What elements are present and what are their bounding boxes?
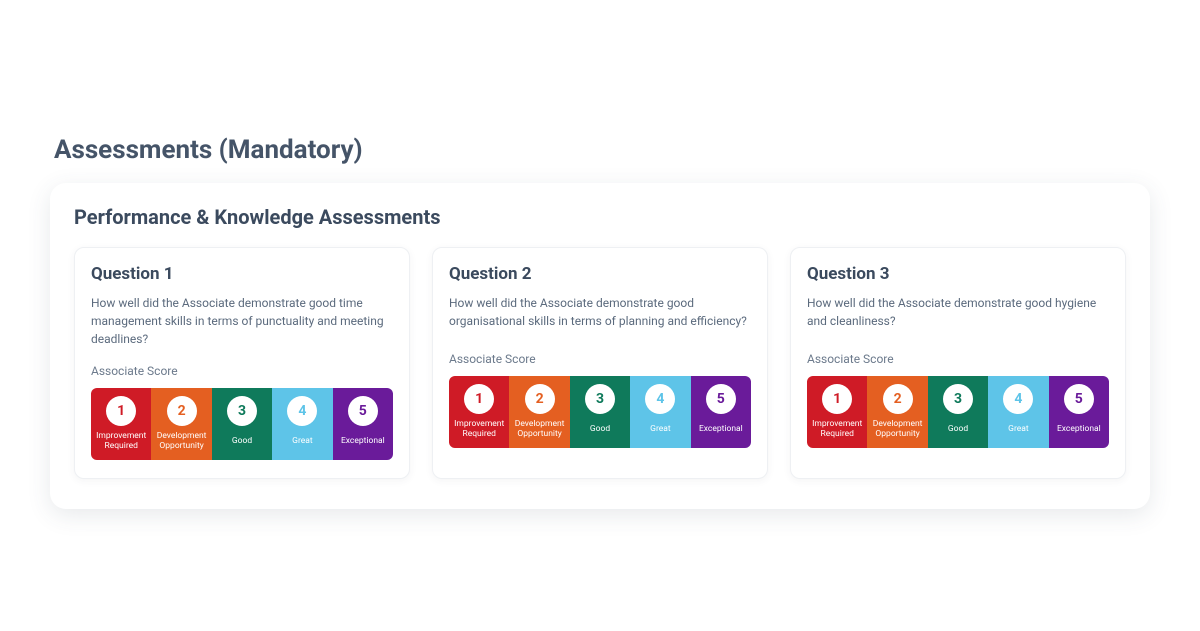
score-option-label: Exceptional xyxy=(1056,420,1102,440)
score-option-label: Improvement Required xyxy=(93,432,149,452)
score-number: 1 xyxy=(822,384,852,414)
score-option-label: Development Opportunity xyxy=(153,432,209,452)
score-number: 3 xyxy=(227,396,257,426)
score-number: 3 xyxy=(943,384,973,414)
page-title: Assessments (Mandatory) xyxy=(54,135,1150,165)
score-number: 5 xyxy=(348,396,378,426)
score-option-label: Improvement Required xyxy=(809,420,865,440)
score-label: Associate Score xyxy=(91,364,393,378)
score-option-label: Exceptional xyxy=(698,420,744,440)
score-option-label: Good xyxy=(589,420,611,440)
score-label: Associate Score xyxy=(807,352,1109,366)
score-option-2[interactable]: 2 Development Opportunity xyxy=(151,388,211,460)
score-number: 4 xyxy=(645,384,675,414)
question-text: How well did the Associate demonstrate g… xyxy=(91,294,393,348)
score-option-3[interactable]: 3 Good xyxy=(570,376,630,448)
question-title: Question 2 xyxy=(449,264,751,284)
score-option-label: Exceptional xyxy=(340,432,386,452)
questions-row: Question 1 How well did the Associate dem… xyxy=(74,247,1126,479)
score-option-4[interactable]: 4 Great xyxy=(630,376,690,448)
score-option-label: Great xyxy=(649,420,672,440)
question-card-3: Question 3 How well did the Associate dem… xyxy=(790,247,1126,479)
score-option-5[interactable]: 5 Exceptional xyxy=(691,376,751,448)
score-number: 2 xyxy=(525,384,555,414)
question-title: Question 1 xyxy=(91,264,393,284)
assessments-panel: Performance & Knowledge Assessments Ques… xyxy=(50,183,1150,509)
score-option-3[interactable]: 3 Good xyxy=(212,388,272,460)
score-number: 2 xyxy=(167,396,197,426)
score-number: 5 xyxy=(1064,384,1094,414)
question-title: Question 3 xyxy=(807,264,1109,284)
score-strip: 1 Improvement Required 2 Development Opport… xyxy=(449,376,751,448)
score-label: Associate Score xyxy=(449,352,751,366)
score-option-1[interactable]: 1 Improvement Required xyxy=(449,376,509,448)
question-text: How well did the Associate demonstrate g… xyxy=(807,294,1109,336)
score-option-1[interactable]: 1 Improvement Required xyxy=(91,388,151,460)
score-option-4[interactable]: 4 Great xyxy=(272,388,332,460)
score-strip: 1 Improvement Required 2 Development Opport… xyxy=(91,388,393,460)
question-card-2: Question 2 How well did the Associate dem… xyxy=(432,247,768,479)
score-option-5[interactable]: 5 Exceptional xyxy=(1049,376,1109,448)
score-number: 5 xyxy=(706,384,736,414)
score-option-label: Good xyxy=(947,420,969,440)
score-option-label: Development Opportunity xyxy=(869,420,925,440)
question-card-1: Question 1 How well did the Associate dem… xyxy=(74,247,410,479)
score-option-5[interactable]: 5 Exceptional xyxy=(333,388,393,460)
score-option-1[interactable]: 1 Improvement Required xyxy=(807,376,867,448)
score-option-2[interactable]: 2 Development Opportunity xyxy=(509,376,569,448)
score-option-label: Development Opportunity xyxy=(511,420,567,440)
score-number: 1 xyxy=(464,384,494,414)
score-option-4[interactable]: 4 Great xyxy=(988,376,1048,448)
question-text: How well did the Associate demonstrate g… xyxy=(449,294,751,336)
score-number: 4 xyxy=(287,396,317,426)
score-number: 3 xyxy=(585,384,615,414)
score-option-label: Great xyxy=(1007,420,1030,440)
score-option-2[interactable]: 2 Development Opportunity xyxy=(867,376,927,448)
score-strip: 1 Improvement Required 2 Development Opport… xyxy=(807,376,1109,448)
score-number: 4 xyxy=(1003,384,1033,414)
score-option-label: Improvement Required xyxy=(451,420,507,440)
score-option-label: Great xyxy=(291,432,314,452)
score-option-3[interactable]: 3 Good xyxy=(928,376,988,448)
score-number: 2 xyxy=(883,384,913,414)
score-option-label: Good xyxy=(231,432,253,452)
score-number: 1 xyxy=(106,396,136,426)
panel-title: Performance & Knowledge Assessments xyxy=(74,205,1126,229)
